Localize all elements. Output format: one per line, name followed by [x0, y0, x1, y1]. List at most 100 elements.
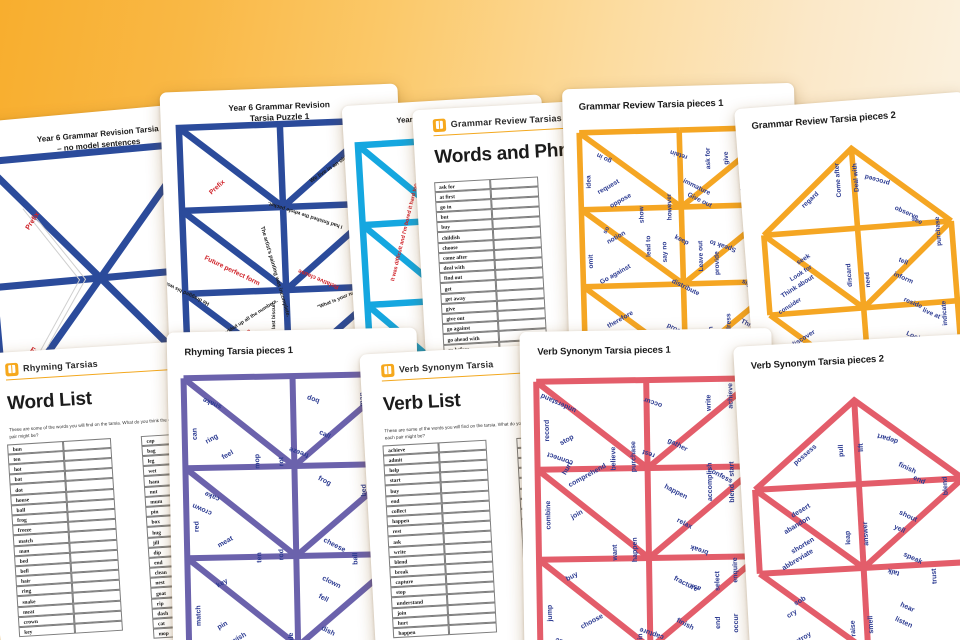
tarsia-label: purchase	[934, 216, 943, 246]
tarsia-label: whale	[288, 632, 295, 640]
tarsia-label: answer	[862, 521, 870, 546]
tarsia-label: wish	[230, 631, 248, 640]
tarsia-label: address	[725, 313, 733, 339]
tarsia-label: ten	[256, 552, 263, 563]
answer-cell[interactable]	[74, 620, 124, 634]
sheet-verb-pieces-1[interactable]: Verb Synonym Tarsia pieces 1 record unde…	[519, 328, 777, 640]
tarsia-label: live at	[921, 307, 942, 321]
tarsia-label: bop	[306, 393, 320, 404]
tarsia-label: pull	[838, 444, 846, 457]
tarsia-label: yell	[893, 524, 907, 535]
tarsia-label: red	[194, 521, 201, 532]
tarsia-label: say no	[661, 241, 669, 262]
word-cell: key	[18, 623, 76, 638]
tarsia-label: lift	[858, 442, 866, 452]
tarsia-label: so	[603, 226, 612, 235]
tarsia-label: ask for	[705, 147, 713, 169]
tarsia-label: omit	[588, 254, 595, 269]
tarsia-label: jump	[547, 605, 554, 623]
tarsia-label: buy	[565, 571, 579, 583]
word-table-column-1: bun ten hot bat dot house ball frog freeze match m…	[7, 437, 124, 640]
tarsia-label: tell	[897, 257, 909, 267]
book-icon	[4, 362, 19, 377]
answer-cell[interactable]	[448, 622, 498, 636]
tarsia-label: record	[544, 420, 551, 442]
tarsia-label: happen	[632, 537, 639, 562]
tarsia-label: cry	[786, 608, 799, 619]
tarsia-label: Future perfect form	[203, 255, 261, 288]
word-table-column-1: achieve admit help start buy end collect happen…	[382, 439, 498, 640]
tarsia-label: match	[195, 605, 202, 626]
tarsia-label: trust	[931, 568, 939, 585]
tarsia-label: however	[666, 193, 674, 220]
tarsia-label: bed	[361, 484, 368, 497]
tarsia-label: mop	[254, 454, 261, 469]
tarsia-label: achieve	[727, 383, 734, 409]
tarsia-label: call	[318, 429, 332, 441]
tarsia-label: feel	[221, 449, 235, 461]
tarsia-label: crown	[191, 502, 213, 517]
tarsia-label: cheese	[322, 537, 346, 554]
tarsia-label: dish	[320, 625, 336, 638]
tarsia-label: Go against	[599, 263, 633, 286]
tarsia-label: end	[912, 475, 926, 487]
tarsia-label: choose	[580, 613, 605, 631]
tarsia-label: idea	[585, 175, 592, 189]
tarsia-label: talk	[887, 567, 901, 577]
tarsia-label: write	[705, 395, 712, 413]
tarsia-label: rot	[278, 456, 285, 466]
tarsia-label: hear	[899, 601, 916, 614]
tarsia-label: finish	[897, 461, 917, 475]
page-title: Word List	[6, 388, 93, 415]
tarsia-label: ask	[689, 581, 702, 591]
tarsia-grid: record understand occur write achieve st…	[533, 375, 764, 640]
tarsia-label: see	[910, 215, 923, 226]
tarsia-label: pin	[216, 620, 229, 631]
tarsia-label: begin	[637, 633, 644, 640]
doc-header-label: Grammar Review Tarsias	[450, 113, 563, 130]
tarsia-label: happen	[663, 483, 688, 501]
tarsia-label: smell	[867, 615, 875, 633]
tarsia-label: accomplish	[706, 462, 714, 501]
tarsia-label: leap	[845, 531, 853, 545]
tarsia-label: give	[723, 151, 730, 165]
tarsia-label: need	[864, 272, 872, 288]
tarsia-label: provide	[714, 251, 722, 275]
tarsia-label: indicate	[940, 300, 949, 326]
tarsia-label: Deal with	[852, 163, 861, 192]
tarsia-label: seize	[554, 636, 573, 640]
book-icon	[380, 363, 395, 378]
tarsia-label: believe	[610, 447, 617, 471]
tarsia-label: break	[689, 543, 709, 556]
tarsia-label: lead to	[645, 236, 653, 257]
tarsia-label: reside	[902, 296, 923, 310]
tarsia-label: discard	[845, 263, 854, 287]
tarsia-label: show	[638, 205, 645, 223]
tarsia-label: rest	[641, 448, 656, 459]
tarsia-label: Leave out	[697, 240, 705, 272]
tarsia-label: select	[714, 570, 721, 591]
tarsia-label: shout	[898, 509, 919, 524]
tarsia-label: start	[728, 461, 735, 477]
tarsia-grid: pull lift depart possess finish end dese…	[752, 396, 960, 640]
tarsia-label: occur	[733, 613, 740, 632]
page-title: Verb List	[382, 390, 461, 416]
doc-header-label: Verb Synonym Tarsia	[398, 359, 494, 375]
tarsia-label: frog	[317, 475, 332, 487]
tarsia-label: want	[612, 544, 619, 562]
tarsia-label: clown	[321, 575, 342, 590]
word-cell: happen	[393, 625, 450, 639]
tarsia-label: Prefix	[208, 179, 227, 197]
tarsia-label: listen	[894, 616, 914, 630]
tarsia-label: stop	[559, 434, 575, 447]
tarsia-label: inform	[892, 271, 914, 286]
tarsia-label: raise	[850, 620, 858, 637]
tarsia-label: purchase	[630, 441, 637, 472]
tarsia-label: combine	[545, 501, 552, 530]
tarsia-label: can	[192, 428, 199, 440]
tarsia-label: enquire	[732, 557, 739, 582]
tarsia-label: rod	[278, 549, 285, 560]
doc-header-label: Rhyming Tarsias	[22, 358, 99, 374]
sheet-verb-pieces-2[interactable]: Verb Synonym Tarsia pieces 2 pull lift d…	[733, 333, 960, 640]
